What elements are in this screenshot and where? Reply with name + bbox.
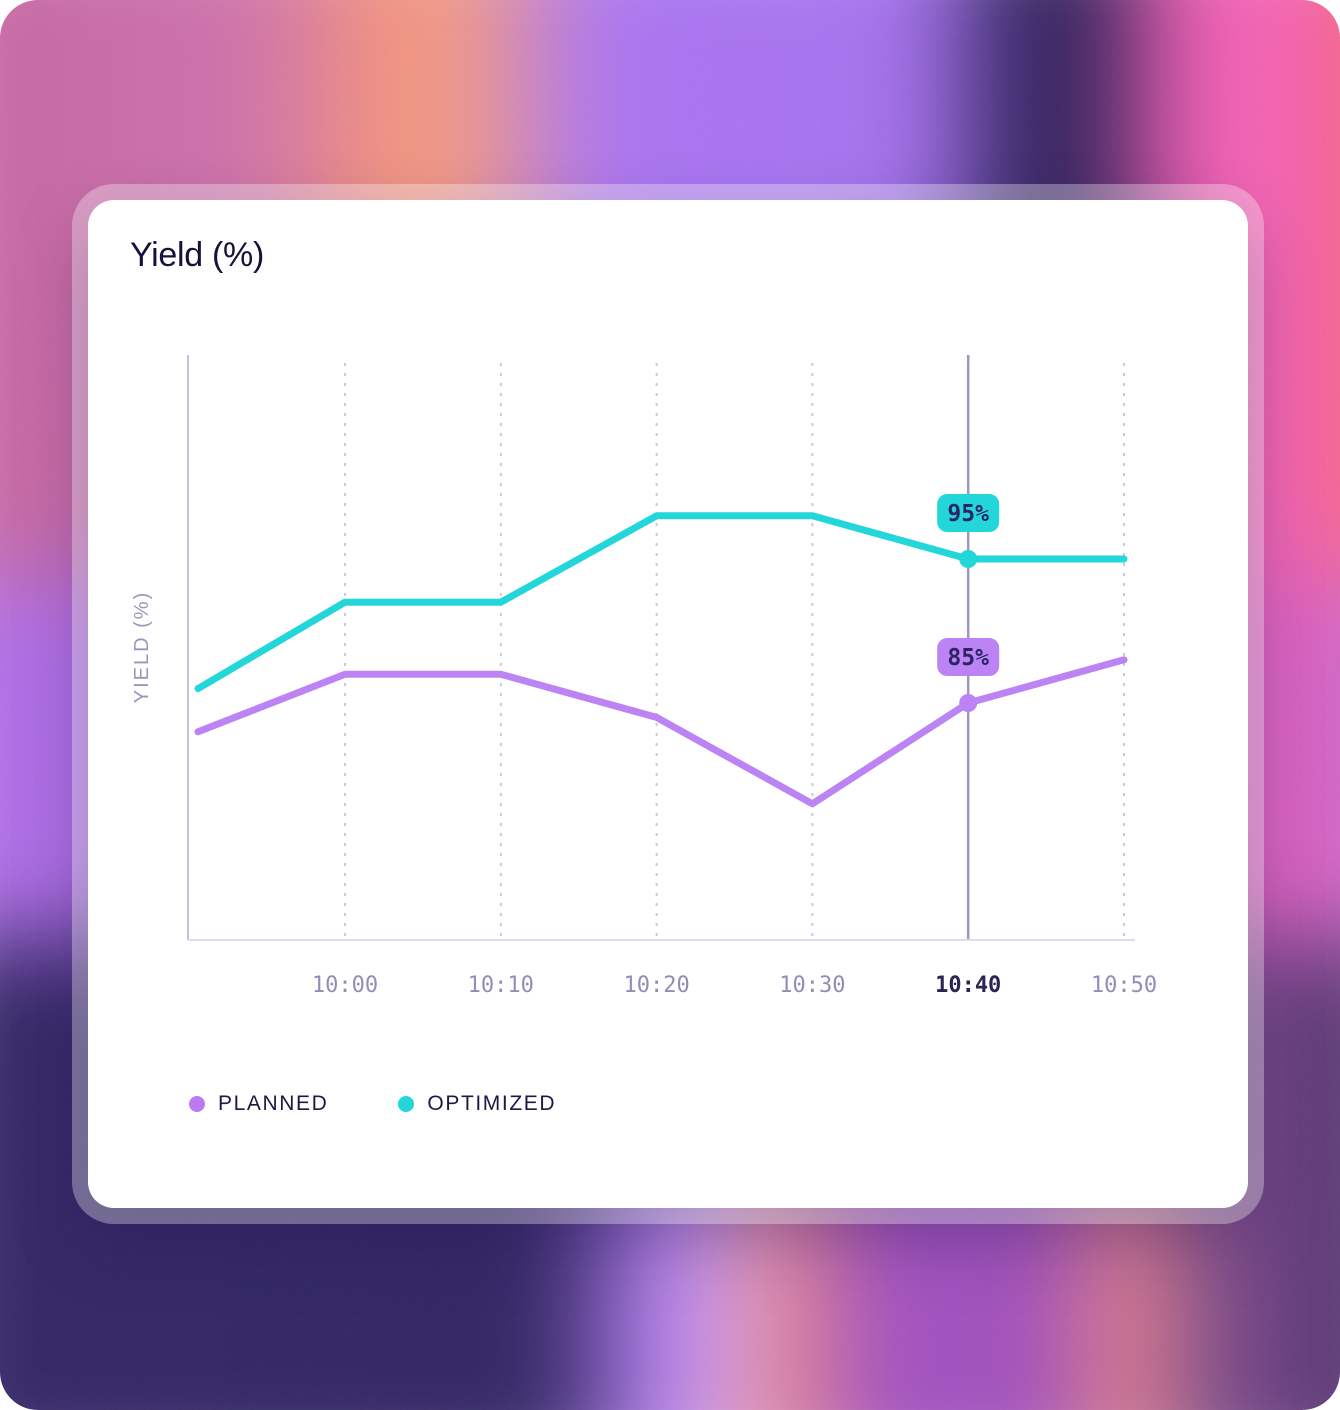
value-badge-label-optimized: 95%	[947, 501, 989, 527]
legend-item-optimized[interactable]: OPTIMIZED	[398, 1092, 556, 1116]
legend-dot-optimized	[398, 1096, 415, 1112]
value-badge-planned	[937, 638, 1000, 676]
highlight-dot-optimized[interactable]	[959, 550, 978, 568]
chart-legend: PLANNED OPTIMIZED	[189, 1092, 556, 1116]
legend-label-optimized: OPTIMIZED	[427, 1092, 557, 1115]
value-badge-optimized	[937, 494, 1000, 532]
card-title: Yield (%)	[130, 236, 264, 274]
legend-item-planned[interactable]: PLANNED	[189, 1092, 328, 1116]
x-tick-10:50: 10:50	[1091, 973, 1157, 998]
chart-card: Yield (%) 85% 95% 10:00 10:10 10:20 10:30 10:4…	[88, 200, 1248, 1208]
yield-chart[interactable]: 85% 95% 10:00 10:10 10:20 10:30 10:40 10:50 YIEL…	[88, 200, 1248, 1060]
x-tick-10:10: 10:10	[468, 973, 534, 998]
legend-dot-planned	[189, 1096, 205, 1112]
y-axis-label: YIELD (%)	[131, 591, 153, 703]
legend-label-planned: PLANNED	[218, 1092, 329, 1115]
x-tick-10:30: 10:30	[779, 973, 845, 998]
x-tick-10:40: 10:40	[935, 973, 1001, 998]
value-badge-label-planned: 85%	[947, 645, 989, 671]
x-tick-10:20: 10:20	[623, 973, 689, 998]
series-line-planned	[194, 656, 1128, 808]
x-tick-10:00: 10:00	[312, 973, 378, 998]
highlight-dot-planned[interactable]	[959, 694, 978, 712]
